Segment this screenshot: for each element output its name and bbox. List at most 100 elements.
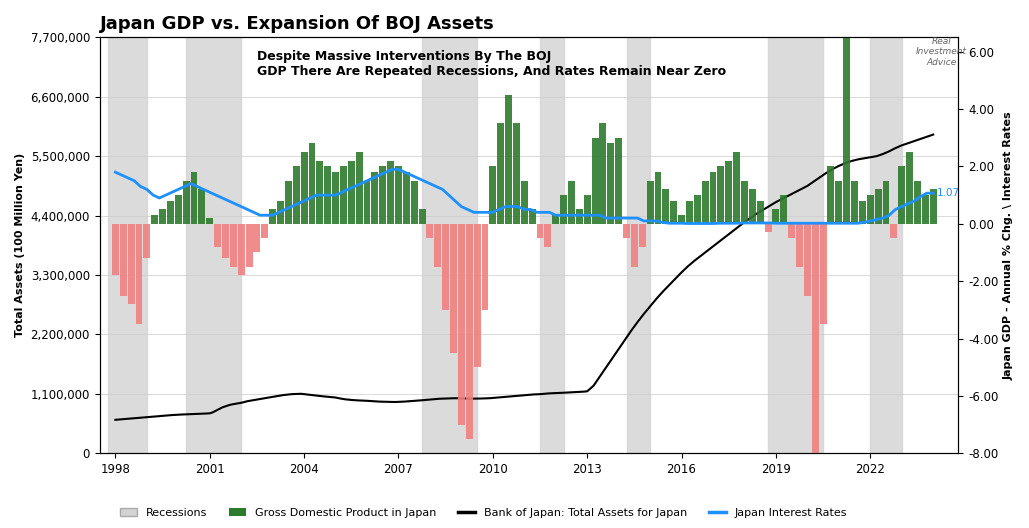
- Bar: [796, 224, 803, 267]
- Bar: [866, 195, 874, 224]
- Bar: [741, 181, 748, 224]
- Bar: [206, 218, 213, 224]
- Bar: [356, 152, 362, 224]
- Bar: [788, 224, 795, 238]
- Bar: [473, 224, 481, 367]
- Bar: [119, 224, 127, 296]
- Bar: [827, 166, 835, 224]
- Bar: [627, 37, 650, 454]
- Bar: [324, 166, 331, 224]
- Bar: [466, 224, 472, 439]
- Text: 1.07: 1.07: [936, 188, 959, 198]
- Bar: [756, 201, 764, 224]
- Bar: [773, 210, 779, 224]
- Bar: [733, 152, 740, 224]
- Bar: [175, 195, 182, 224]
- Bar: [820, 224, 826, 324]
- Bar: [836, 181, 843, 224]
- Bar: [159, 210, 166, 224]
- Bar: [387, 161, 394, 224]
- Bar: [458, 224, 465, 425]
- Bar: [631, 224, 638, 267]
- Bar: [426, 224, 433, 238]
- Bar: [717, 166, 724, 224]
- Legend: Recessions, Gross Domestic Product in Japan, Bank of Japan: Total Assets for Jap: Recessions, Gross Domestic Product in Ja…: [115, 504, 852, 522]
- Bar: [190, 172, 198, 224]
- Bar: [654, 172, 662, 224]
- Y-axis label: Japan GDP - Annual % Chg. \ Interest Rates: Japan GDP - Annual % Chg. \ Interest Rat…: [1004, 111, 1014, 380]
- Bar: [663, 190, 669, 224]
- Bar: [332, 172, 339, 224]
- Bar: [914, 181, 921, 224]
- Bar: [592, 138, 599, 224]
- Bar: [277, 201, 284, 224]
- Bar: [859, 201, 865, 224]
- Bar: [639, 224, 645, 247]
- Bar: [270, 210, 276, 224]
- Bar: [285, 181, 292, 224]
- Bar: [898, 166, 906, 224]
- Bar: [300, 152, 308, 224]
- Bar: [804, 224, 811, 296]
- Bar: [482, 224, 489, 310]
- Bar: [749, 190, 755, 224]
- Bar: [214, 224, 221, 247]
- Bar: [930, 190, 936, 224]
- Bar: [136, 224, 142, 324]
- Bar: [725, 161, 733, 224]
- Bar: [199, 190, 206, 224]
- Bar: [128, 224, 135, 304]
- Bar: [422, 37, 477, 454]
- Bar: [238, 224, 245, 276]
- Bar: [686, 201, 693, 224]
- Bar: [293, 166, 299, 224]
- Bar: [890, 224, 897, 238]
- Bar: [670, 201, 677, 224]
- Bar: [395, 166, 402, 224]
- Bar: [922, 195, 929, 224]
- Bar: [107, 37, 147, 454]
- Text: Japan GDP vs. Expansion Of BOJ Assets: Japan GDP vs. Expansion Of BOJ Assets: [100, 15, 494, 33]
- Bar: [907, 152, 913, 224]
- Bar: [316, 161, 323, 224]
- Bar: [363, 181, 370, 224]
- Bar: [883, 181, 889, 224]
- Bar: [505, 95, 512, 224]
- Bar: [768, 37, 823, 454]
- Bar: [434, 224, 441, 267]
- Bar: [607, 144, 614, 224]
- Bar: [765, 224, 772, 232]
- Bar: [568, 181, 575, 224]
- Text: Despite Massive Interventions By The BOJ
GDP There Are Repeated Recessions, And : Despite Massive Interventions By The BOJ…: [257, 50, 726, 78]
- Bar: [490, 166, 496, 224]
- Bar: [646, 181, 653, 224]
- Bar: [246, 224, 252, 267]
- Bar: [875, 190, 882, 224]
- Bar: [576, 210, 582, 224]
- Bar: [560, 195, 567, 224]
- Bar: [780, 195, 787, 224]
- Bar: [403, 172, 410, 224]
- Bar: [583, 195, 591, 224]
- Bar: [442, 224, 449, 310]
- Bar: [222, 224, 228, 258]
- Bar: [348, 161, 355, 224]
- Bar: [253, 224, 260, 252]
- Bar: [553, 215, 559, 224]
- Text: Real
Investment
Advice: Real Investment Advice: [916, 37, 967, 67]
- Bar: [450, 224, 457, 353]
- Bar: [309, 144, 316, 224]
- Bar: [340, 166, 347, 224]
- Bar: [411, 181, 418, 224]
- Bar: [151, 215, 158, 224]
- Bar: [694, 195, 701, 224]
- Bar: [615, 138, 623, 224]
- Bar: [380, 166, 386, 224]
- Bar: [261, 224, 269, 238]
- Bar: [710, 172, 716, 224]
- Bar: [419, 210, 426, 224]
- Bar: [536, 224, 543, 238]
- Y-axis label: Total Assets (100 Million Yen): Total Assets (100 Million Yen): [15, 153, 25, 337]
- Bar: [529, 210, 536, 224]
- Bar: [623, 224, 630, 238]
